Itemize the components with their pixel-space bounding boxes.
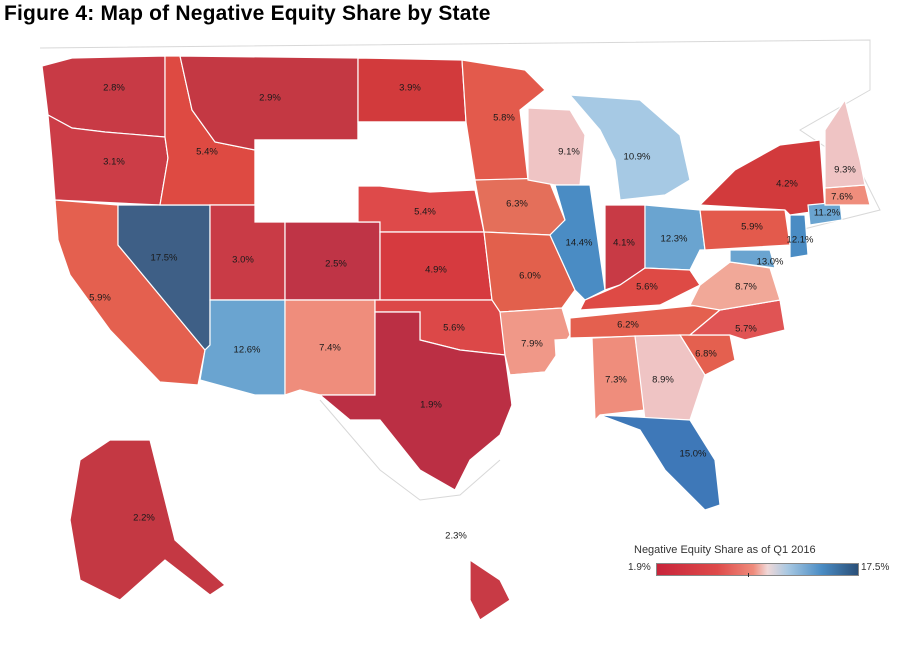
state-label-MT: 2.9% <box>259 93 281 104</box>
legend-gradient-bar <box>656 563 859 576</box>
state-label-PA: 5.9% <box>741 222 763 233</box>
state-label-IL: 14.4% <box>566 238 593 249</box>
state-label-MN: 5.8% <box>493 113 515 124</box>
state-WV[interactable] <box>689 249 731 286</box>
state-LA[interactable] <box>509 371 556 426</box>
state-FL[interactable] <box>599 414 721 511</box>
state-AK[interactable] <box>69 439 226 601</box>
state-label-KY: 5.6% <box>636 282 658 293</box>
legend-tick <box>748 573 749 577</box>
state-GA[interactable] <box>634 334 706 421</box>
state-WY[interactable] <box>254 139 359 223</box>
state-label-NM: 7.4% <box>319 343 341 354</box>
state-label-AR: 7.9% <box>521 339 543 350</box>
state-label-SC: 6.8% <box>695 349 717 360</box>
state-label-IA: 6.3% <box>506 199 528 210</box>
state-label-WA: 2.8% <box>103 83 125 94</box>
state-label-GA: 8.9% <box>652 375 674 386</box>
state-label-UT: 3.0% <box>232 255 254 266</box>
state-label-NC: 5.7% <box>735 324 757 335</box>
state-label-AK: 2.2% <box>133 513 155 524</box>
state-label-FL: 15.0% <box>680 449 707 460</box>
state-TX[interactable] <box>318 311 513 491</box>
state-label-OR: 3.1% <box>103 157 125 168</box>
state-AL[interactable] <box>591 335 646 422</box>
state-label-TX: 1.9% <box>420 400 442 411</box>
state-label-NV: 17.5% <box>151 253 178 264</box>
state-label-MI: 10.9% <box>624 152 651 163</box>
state-MD[interactable] <box>729 249 776 269</box>
state-label-TN: 6.2% <box>617 320 639 331</box>
state-label-ND: 3.9% <box>399 83 421 94</box>
state-label-ID: 5.4% <box>196 147 218 158</box>
state-IL[interactable] <box>549 184 606 301</box>
state-NJ[interactable] <box>789 214 809 259</box>
legend-min: 1.9% <box>628 562 651 573</box>
state-label-AZ: 12.6% <box>234 345 261 356</box>
background-outline <box>39 39 881 501</box>
figure-title: Figure 4: Map of Negative Equity Share b… <box>4 2 491 25</box>
state-label-NH: 9.3% <box>834 165 856 176</box>
legend-title: Negative Equity Share as of Q1 2016 <box>634 544 816 556</box>
state-MI[interactable] <box>568 94 691 201</box>
state-NH[interactable] <box>824 98 866 189</box>
state-label-HI: 2.3% <box>445 531 467 542</box>
state-label-NY: 4.2% <box>776 179 798 190</box>
state-label-CO: 2.5% <box>325 259 347 270</box>
state-label-OK: 5.6% <box>443 323 465 334</box>
state-label-NJ: 12.1% <box>787 235 814 246</box>
state-SD[interactable] <box>357 121 476 193</box>
state-label-VA: 8.7% <box>735 282 757 293</box>
state-label-CT: 11.2% <box>814 208 841 219</box>
state-label-KS: 4.9% <box>425 265 447 276</box>
legend-max: 17.5% <box>861 562 890 573</box>
state-label-AL: 7.3% <box>605 375 627 386</box>
state-label-NE: 5.4% <box>414 207 436 218</box>
state-MS[interactable] <box>554 337 593 421</box>
state-MN[interactable] <box>461 59 546 181</box>
state-label-WI: 9.1% <box>558 147 580 158</box>
state-label-MO: 6.0% <box>519 271 541 282</box>
state-label-CA: 5.9% <box>89 293 111 304</box>
state-NY[interactable] <box>698 139 826 216</box>
state-label-MA: 7.6% <box>831 192 853 203</box>
state-label-OH: 12.3% <box>661 234 688 245</box>
state-HI[interactable] <box>469 558 511 621</box>
state-label-MD: 13.0% <box>757 257 784 268</box>
state-label-IN: 4.1% <box>613 238 635 249</box>
